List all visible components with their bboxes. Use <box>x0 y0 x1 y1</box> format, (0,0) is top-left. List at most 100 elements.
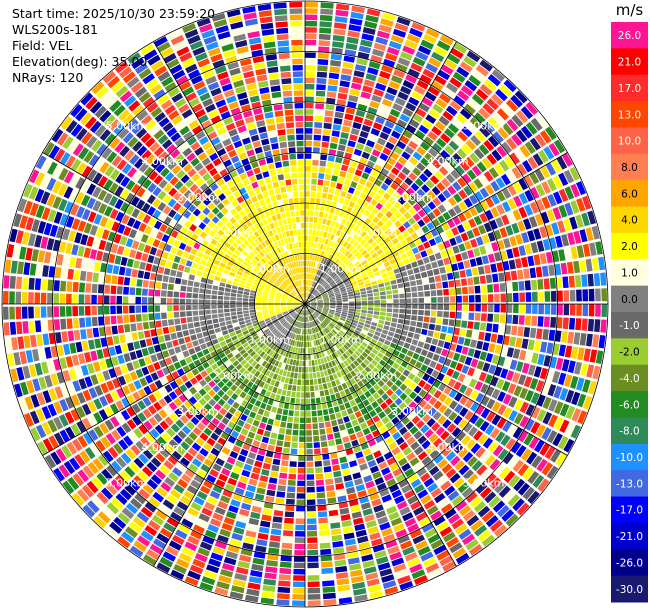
range-gate <box>198 305 205 310</box>
range-gate <box>332 464 341 472</box>
range-gate <box>386 290 392 295</box>
range-gate <box>86 271 93 282</box>
range-gate <box>361 369 368 377</box>
range-gate <box>42 265 49 277</box>
range-gate <box>452 216 461 226</box>
range-gate <box>217 295 224 300</box>
range-gate <box>91 139 103 152</box>
range-gate <box>348 308 355 312</box>
range-gate <box>319 542 331 549</box>
range-gate <box>380 308 387 312</box>
range-gate <box>106 464 118 477</box>
range-gate <box>248 517 260 526</box>
range-gate <box>312 290 317 295</box>
range-gate <box>217 304 223 309</box>
range-gate <box>310 204 315 210</box>
range-gate <box>122 296 129 304</box>
range-gate <box>512 247 520 258</box>
range-gate <box>225 283 232 289</box>
range-gate <box>307 260 310 267</box>
range-gate <box>342 306 349 309</box>
range-gate <box>289 326 294 332</box>
range-gate <box>279 567 292 575</box>
range-gate <box>276 491 286 498</box>
range-gate <box>355 529 367 538</box>
range-gate <box>328 187 335 194</box>
range-gate <box>147 444 158 456</box>
range-gate <box>339 286 346 291</box>
range-gate <box>106 336 114 346</box>
range-gate <box>137 175 147 186</box>
range-gate <box>315 283 320 289</box>
range-gate <box>354 115 364 124</box>
range-gate <box>124 324 131 333</box>
range-gate <box>237 434 246 442</box>
range-gate <box>393 407 402 416</box>
range-gate <box>422 215 431 224</box>
range-gate <box>252 391 260 399</box>
range-gate <box>305 222 309 229</box>
range-gate <box>265 355 271 362</box>
range-gate <box>323 274 328 280</box>
range-gate <box>206 474 217 484</box>
range-gate <box>446 105 458 117</box>
range-gate <box>287 300 293 302</box>
range-gate <box>461 251 469 260</box>
range-gate <box>87 461 99 475</box>
range-gate <box>417 244 425 252</box>
range-gate <box>243 408 251 416</box>
range-gate <box>176 249 184 257</box>
range-gate <box>295 512 305 518</box>
range-gate <box>582 379 591 393</box>
range-gate <box>449 77 462 89</box>
range-gate <box>436 182 446 192</box>
range-gate <box>373 311 380 315</box>
range-gate <box>288 378 294 385</box>
range-gate <box>463 375 472 386</box>
range-gate <box>425 179 435 189</box>
range-gate <box>275 497 285 504</box>
range-gate <box>372 415 381 423</box>
range-gate <box>480 468 492 481</box>
range-gate <box>405 421 415 430</box>
range-gate <box>530 117 543 132</box>
range-gate <box>337 450 346 458</box>
range-gate <box>103 305 110 315</box>
range-gate <box>537 353 545 366</box>
range-gate <box>121 397 131 408</box>
range-gate <box>431 422 441 432</box>
range-gate <box>461 487 474 498</box>
range-gate <box>583 395 593 410</box>
range-gate <box>234 573 248 581</box>
range-gate <box>545 162 557 176</box>
range-gate <box>9 228 18 243</box>
range-gate <box>193 242 201 250</box>
range-gate <box>186 316 193 323</box>
range-gate <box>425 367 434 375</box>
range-gate <box>372 216 380 224</box>
range-gate <box>245 319 251 324</box>
range-gate <box>394 220 402 228</box>
range-gate <box>244 345 251 352</box>
range-gate <box>394 379 403 387</box>
range-gate <box>190 377 198 386</box>
range-gate <box>357 324 364 329</box>
range-gate <box>231 315 238 320</box>
range-gate <box>531 279 538 290</box>
range-gate <box>325 362 330 369</box>
range-gate <box>65 216 75 228</box>
range-gate <box>311 274 315 280</box>
range-gate <box>310 353 314 360</box>
range-gate <box>342 468 351 476</box>
range-gate <box>186 342 193 349</box>
range-gate <box>415 511 428 522</box>
range-gate <box>513 292 519 302</box>
range-gate <box>287 299 293 302</box>
range-gate <box>282 282 287 288</box>
range-gate <box>351 419 359 427</box>
range-gate <box>378 337 385 343</box>
range-gate <box>333 162 341 170</box>
range-gate <box>393 268 400 274</box>
range-gate <box>375 82 387 92</box>
range-gate <box>260 520 271 528</box>
